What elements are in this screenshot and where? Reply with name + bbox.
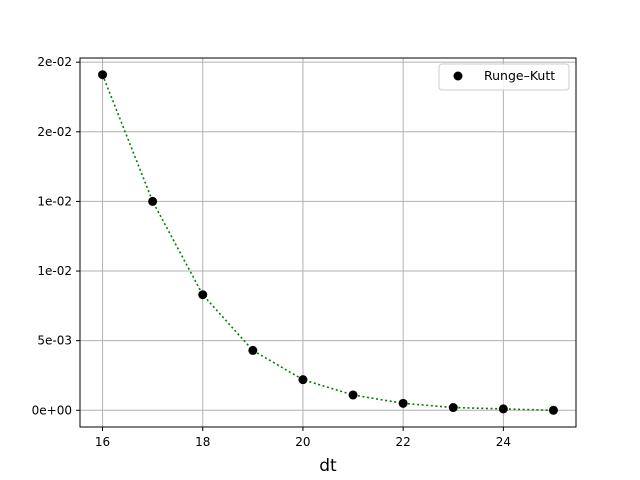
y-tick-label: 0e+00 bbox=[32, 403, 72, 417]
x-tick-label: 20 bbox=[295, 435, 310, 449]
y-tick-label: 5e-03 bbox=[37, 334, 72, 348]
legend-label: Runge–Kutt bbox=[484, 68, 555, 83]
x-tick-label: 22 bbox=[396, 435, 411, 449]
data-point bbox=[398, 398, 408, 408]
x-tick-label: 18 bbox=[195, 435, 210, 449]
x-tick-label: 16 bbox=[95, 435, 110, 449]
plot-frame bbox=[79, 57, 577, 428]
y-tick-label: 1e-02 bbox=[37, 194, 72, 208]
data-point bbox=[348, 390, 358, 400]
y-tick-label: 2e-02 bbox=[37, 125, 72, 139]
grid bbox=[80, 58, 576, 427]
legend: Runge–Kutt bbox=[438, 63, 570, 91]
data-point bbox=[198, 290, 208, 300]
data-point bbox=[248, 345, 258, 355]
x-axis-label: dt bbox=[319, 456, 337, 476]
data-point bbox=[98, 70, 108, 80]
data-point bbox=[298, 375, 308, 385]
data-point bbox=[548, 405, 558, 415]
y-tick-label: 1e-02 bbox=[37, 264, 72, 278]
legend-box bbox=[438, 63, 570, 91]
legend-marker bbox=[453, 71, 463, 81]
data-point bbox=[148, 196, 158, 206]
y-tick-label: 2e-02 bbox=[37, 55, 72, 69]
y-axis: 0e+00 5e-03 1e-02 1e-02 2e-02 2e-02 bbox=[32, 55, 80, 417]
x-tick-label: 24 bbox=[496, 435, 511, 449]
data-point bbox=[498, 404, 508, 414]
x-axis: 16 18 20 22 24 bbox=[95, 427, 511, 449]
data-point bbox=[448, 403, 458, 413]
series-line bbox=[101, 74, 554, 412]
series-layer bbox=[98, 70, 558, 415]
